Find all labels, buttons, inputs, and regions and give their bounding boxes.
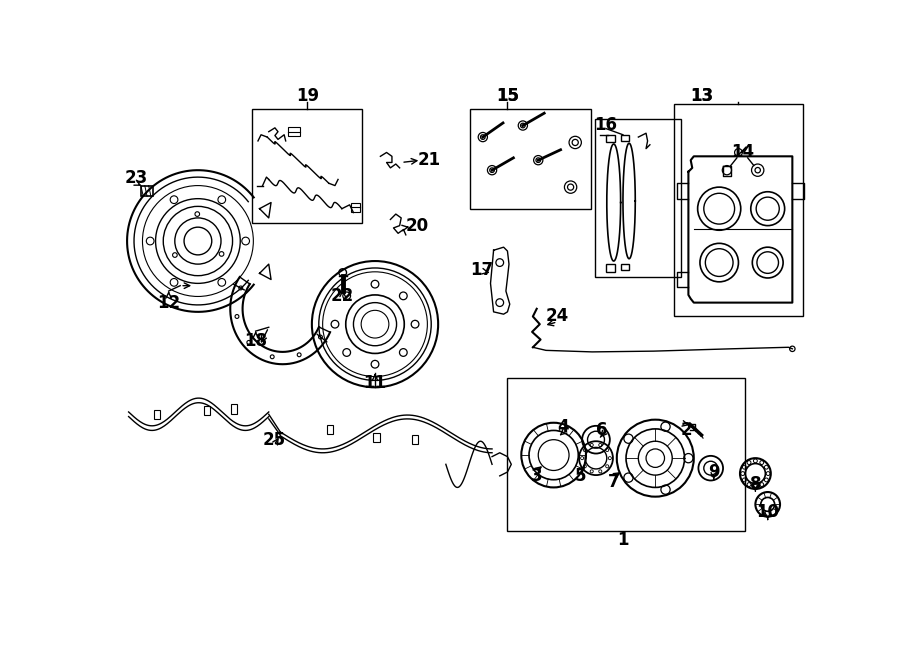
Text: 10: 10 [756, 503, 779, 521]
Text: 23: 23 [125, 169, 148, 187]
Text: 11: 11 [364, 375, 386, 393]
Text: 15: 15 [496, 87, 519, 105]
Text: 3: 3 [531, 467, 543, 485]
Bar [328, 425, 333, 434]
Text: 13: 13 [690, 87, 713, 105]
Bar [606, 135, 616, 143]
Text: 9: 9 [708, 463, 720, 481]
Bar [471, 108, 591, 209]
Text: 17: 17 [471, 260, 493, 278]
Bar [204, 406, 211, 415]
Bar [621, 264, 629, 270]
Bar [508, 378, 744, 531]
Text: 4: 4 [557, 418, 569, 436]
Text: 13: 13 [690, 87, 713, 105]
Bar [595, 120, 681, 277]
Bar [231, 405, 238, 414]
Bar [606, 264, 616, 272]
Text: 20: 20 [406, 217, 429, 235]
Text: 25: 25 [263, 431, 285, 449]
Bar [621, 135, 629, 141]
Bar [412, 435, 418, 444]
Text: 18: 18 [244, 332, 267, 350]
Bar [252, 108, 362, 223]
Bar [154, 410, 160, 419]
Bar [351, 202, 360, 212]
Text: 2: 2 [680, 420, 692, 439]
Bar [141, 186, 153, 196]
Text: 16: 16 [595, 116, 617, 134]
Text: 6: 6 [597, 420, 608, 439]
Text: 24: 24 [546, 307, 569, 325]
Text: 8: 8 [750, 475, 761, 492]
Text: 21: 21 [418, 151, 440, 169]
Text: 12: 12 [158, 293, 180, 311]
Bar [674, 104, 803, 316]
Text: 22: 22 [331, 288, 355, 305]
Text: 7: 7 [608, 473, 619, 491]
Text: 15: 15 [496, 87, 519, 105]
Text: 14: 14 [731, 143, 754, 161]
Bar [374, 433, 380, 442]
Text: 19: 19 [296, 87, 319, 105]
Text: 5: 5 [575, 467, 587, 485]
Bar [288, 127, 300, 136]
Text: 1: 1 [617, 531, 629, 549]
